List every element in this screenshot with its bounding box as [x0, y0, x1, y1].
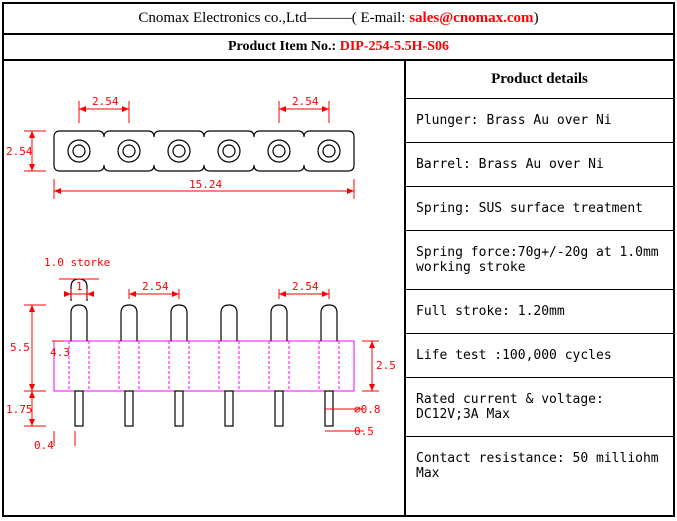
svg-text:2.54: 2.54 — [292, 280, 319, 293]
svg-text:2.54: 2.54 — [292, 95, 319, 108]
product-label: Product Item No.: — [228, 39, 340, 54]
company-name: Cnomax Electronics co.,Ltd———( E-mail: — [138, 10, 409, 26]
svg-text:15.24: 15.24 — [189, 178, 222, 191]
svg-text:2.54: 2.54 — [142, 280, 169, 293]
company-header: Cnomax Electronics co.,Ltd———( E-mail: s… — [4, 4, 673, 35]
svg-text:2.54: 2.54 — [92, 95, 119, 108]
svg-text:2.5: 2.5 — [376, 359, 396, 372]
technical-drawing: 2.54 2.54 2.54 15.24 1.0 storke 1 2.54 2… — [4, 61, 404, 515]
svg-text:1.0 storke: 1.0 storke — [44, 256, 110, 269]
svg-text:1: 1 — [76, 280, 83, 293]
detail-row: Spring: SUS surface treatment — [406, 187, 673, 231]
detail-row: Plunger: Brass Au over Ni — [406, 99, 673, 143]
svg-text:1.75: 1.75 — [6, 403, 33, 416]
details-panel: Product details Plunger: Brass Au over N… — [406, 61, 673, 515]
svg-text:4.3: 4.3 — [50, 346, 70, 359]
svg-text:0.5: 0.5 — [354, 425, 374, 438]
email-link[interactable]: sales@cnomax.com — [409, 10, 533, 26]
detail-row: Full stroke: 1.20mm — [406, 290, 673, 334]
svg-text:0.4: 0.4 — [34, 439, 54, 452]
svg-text:⌀0.8: ⌀0.8 — [354, 403, 381, 416]
product-value: DIP-254-5.5H-S06 — [340, 39, 449, 54]
product-number-row: Product Item No.: DIP-254-5.5H-S06 — [4, 35, 673, 61]
detail-row: Life test :100,000 cycles — [406, 334, 673, 378]
detail-row: Barrel: Brass Au over Ni — [406, 143, 673, 187]
svg-text:2.54: 2.54 — [6, 145, 33, 158]
detail-row: Spring force:70g+/-20g at 1.0mm working … — [406, 231, 673, 290]
close-paren: ) — [534, 10, 539, 26]
detail-row: Rated current & voltage: DC12V;3A Max — [406, 378, 673, 437]
details-title: Product details — [406, 61, 673, 99]
svg-text:5.5: 5.5 — [10, 341, 30, 354]
detail-row: Contact resistance: 50 milliohm Max — [406, 437, 673, 495]
drawing-panel: 2.54 2.54 2.54 15.24 1.0 storke 1 2.54 2… — [4, 61, 406, 515]
